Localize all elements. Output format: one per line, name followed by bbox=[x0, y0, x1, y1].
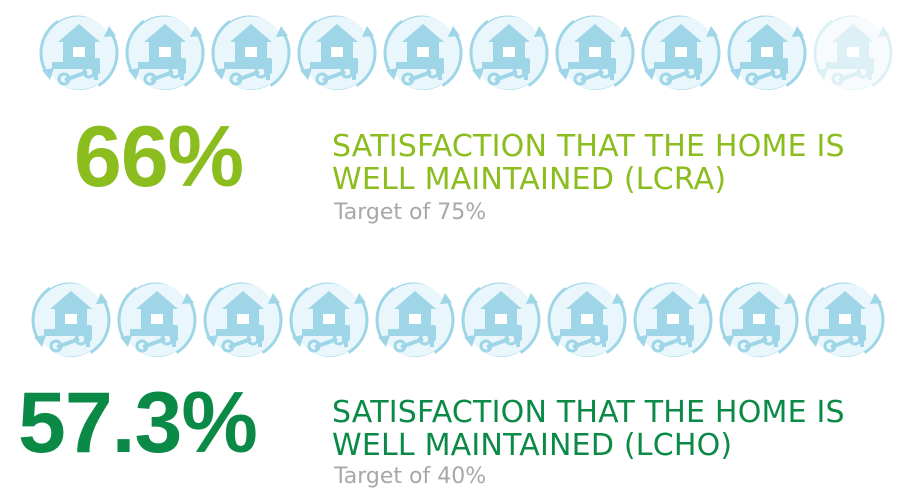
house-repair-icon bbox=[39, 7, 119, 98]
house-repair-icon bbox=[813, 7, 893, 98]
lcra-target: Target of 75% bbox=[334, 200, 487, 225]
house-repair-icon bbox=[297, 7, 377, 98]
lcra-metric-title: SATISFACTION THAT THE HOME IS WELL MAINT… bbox=[332, 130, 845, 196]
house-repair-icon bbox=[555, 7, 635, 98]
house-repair-icon bbox=[641, 7, 721, 98]
lcra-icon-row bbox=[0, 7, 906, 102]
house-repair-icon bbox=[633, 274, 713, 365]
house-repair-icon bbox=[375, 274, 455, 365]
lcho-target: Target of 40% bbox=[334, 464, 487, 489]
house-repair-icon bbox=[461, 274, 541, 365]
lcra-percentage: 66% bbox=[74, 109, 244, 205]
house-repair-icon bbox=[383, 7, 463, 98]
house-repair-icon bbox=[203, 274, 283, 365]
lcho-metric-title: SATISFACTION THAT THE HOME IS WELL MAINT… bbox=[332, 396, 845, 462]
house-repair-icon bbox=[719, 274, 799, 365]
house-repair-icon bbox=[211, 7, 291, 98]
house-repair-icon bbox=[289, 274, 369, 365]
house-repair-icon bbox=[805, 274, 885, 365]
lcho-percentage: 57.3% bbox=[18, 375, 258, 471]
lcho-icon-row bbox=[0, 274, 906, 369]
lcho-title-line-2: WELL MAINTAINED (LCHO) bbox=[332, 428, 733, 463]
house-repair-icon bbox=[125, 7, 205, 98]
house-repair-icon bbox=[31, 274, 111, 365]
house-repair-icon bbox=[469, 7, 549, 98]
house-repair-icon bbox=[727, 7, 807, 98]
lcra-title-line-2: WELL MAINTAINED (LCRA) bbox=[332, 162, 727, 197]
house-repair-icon bbox=[547, 274, 627, 365]
lcra-title-line-1: SATISFACTION THAT THE HOME IS bbox=[332, 129, 845, 164]
lcho-title-line-1: SATISFACTION THAT THE HOME IS bbox=[332, 395, 845, 430]
house-repair-icon bbox=[117, 274, 197, 365]
